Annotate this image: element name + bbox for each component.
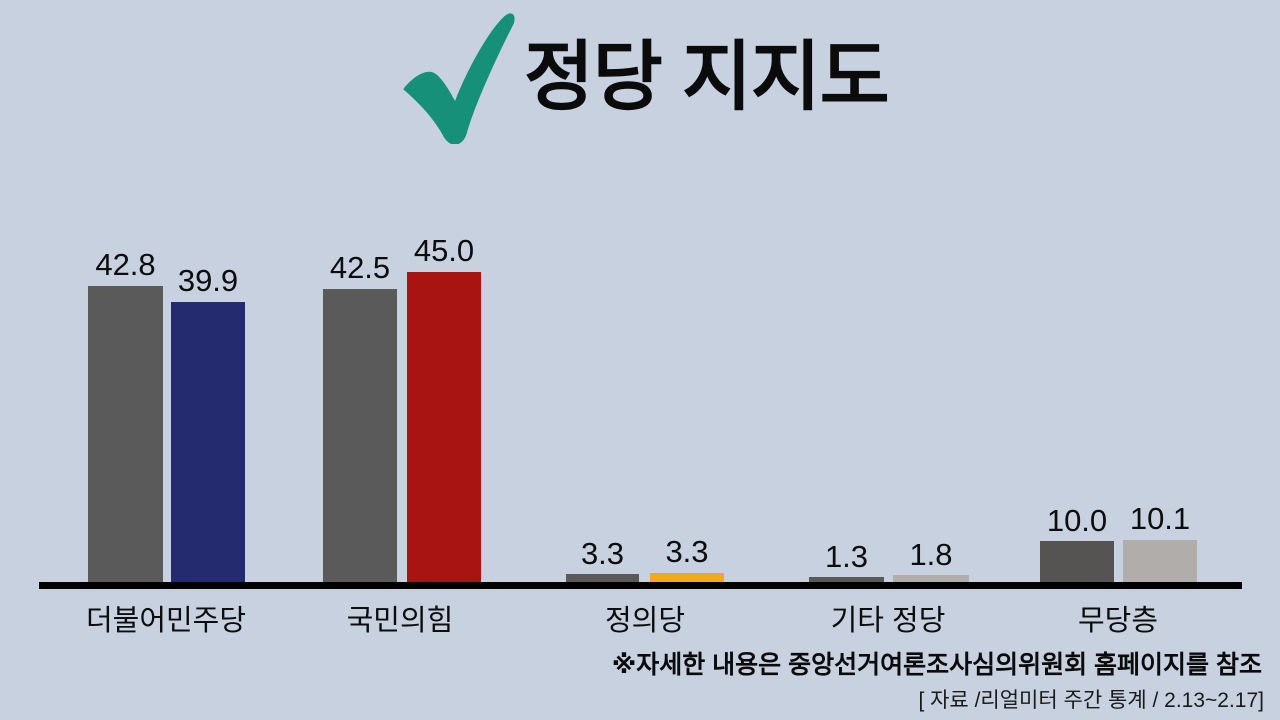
value-label-current-democratic: 39.9 (177, 263, 239, 298)
category-label-ppp: 국민의힘 (346, 605, 454, 637)
bar-prev-ppp (323, 289, 397, 582)
source-note: [ 자료 /리얼미터 주간 통계 / 2.13~2.17] (918, 689, 1264, 712)
x-axis-line (39, 582, 1242, 589)
checkmark-icon (403, 13, 515, 144)
bar-current-justice (650, 573, 724, 582)
category-label-other: 기타 정당 (830, 605, 946, 637)
bar-prev-justice (566, 574, 639, 582)
category-label-nonpartisan: 무당층 (1077, 605, 1159, 637)
bar-current-democratic (171, 302, 245, 582)
bar-prev-nonpartisan (1040, 541, 1114, 582)
value-label-current-justice: 3.3 (665, 534, 709, 569)
bar-current-nonpartisan (1123, 540, 1197, 582)
value-label-current-other: 1.8 (909, 537, 953, 572)
value-label-current-nonpartisan: 10.1 (1129, 501, 1191, 536)
category-label-justice: 정의당 (604, 605, 686, 637)
footnote: ※자세한 내용은 중앙선거여론조사심의위원회 홈페이지를 참조 (611, 651, 1262, 679)
bar-prev-democratic (88, 286, 163, 582)
value-label-prev-other: 1.3 (824, 539, 869, 574)
bar-prev-other (809, 577, 884, 582)
category-label-democratic: 더불어민주당 (85, 605, 247, 637)
title-row: 정당 지지도 (396, 12, 890, 144)
bar-current-other (893, 575, 969, 582)
value-label-prev-justice: 3.3 (580, 536, 625, 571)
value-label-prev-ppp: 42.5 (329, 250, 391, 285)
page-title: 정당 지지도 (524, 35, 890, 120)
value-label-current-ppp: 45.0 (413, 233, 475, 268)
bar-current-ppp (407, 272, 481, 582)
value-label-prev-nonpartisan: 10.0 (1046, 503, 1108, 538)
value-label-prev-democratic: 42.8 (95, 247, 156, 282)
